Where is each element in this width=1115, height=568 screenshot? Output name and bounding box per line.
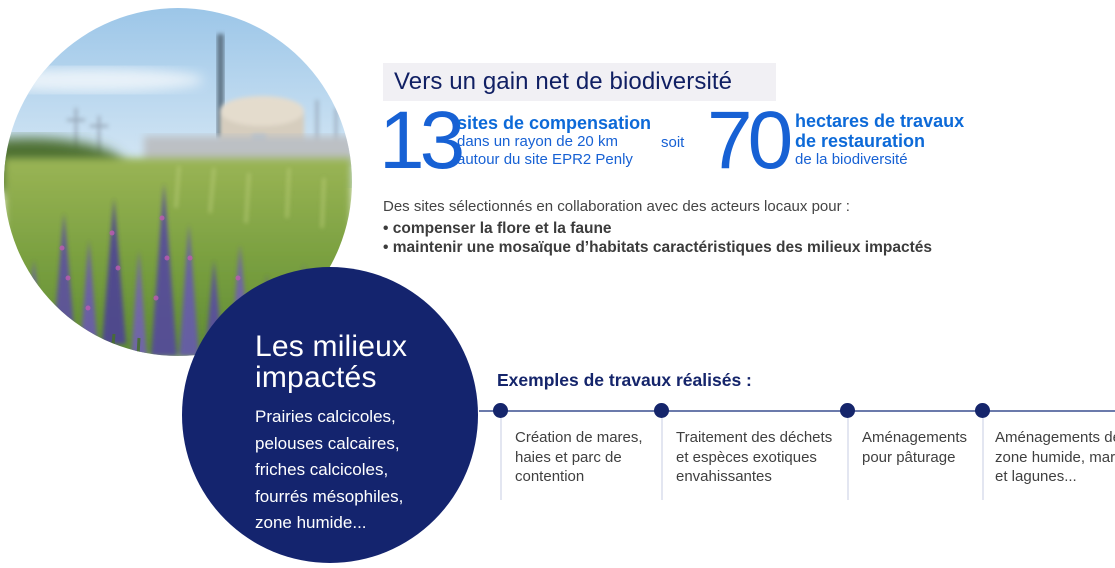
timeline-item-4: Aménagements de zone humide, mares et la… (995, 429, 1115, 485)
timeline-tick-3 (847, 418, 849, 500)
impacted-list: Prairies calcicoles, pelouses calcaires,… (255, 404, 478, 537)
impacted-item: Prairies calcicoles, (255, 407, 396, 426)
timeline-axis (479, 410, 1115, 412)
timeline-item-2: Traitement des déchets et espèces exotiq… (676, 429, 833, 485)
intro-bullet-list: compenser la flore et la faune maintenir… (383, 219, 1033, 257)
stat-connector: soit (661, 134, 685, 151)
stat-sites-sub1: dans un rayon de 20 km (457, 133, 618, 150)
stat-hectares-value: 70 (707, 95, 793, 186)
impacted-title: Les milieux impactés (255, 330, 408, 394)
timeline-dot-1 (493, 403, 508, 418)
timeline-dot-2 (654, 403, 669, 418)
timeline-tick-4 (982, 418, 984, 500)
timeline-tick-1 (500, 418, 502, 500)
stat-sites-sub2: autour du site EPR2 Penly (457, 150, 633, 168)
timeline-dot-3 (840, 403, 855, 418)
stat-sites-value: 13 (379, 95, 465, 186)
stat-hectares-label1: hectares de travaux (795, 111, 965, 131)
timeline-item-3: Aménagements pour pâturage (862, 429, 968, 466)
headline-bar: Vers un gain net de biodiversité (383, 63, 776, 101)
impacted-item: friches calcicoles, (255, 460, 389, 479)
intro-bullet-1: compenser la flore et la faune (383, 219, 1033, 238)
intro-lead: Des sites sélectionnés en collaboration … (383, 198, 850, 215)
stat-hectares-text: hectares de travaux de restauration de l… (795, 111, 964, 169)
impacted-item: fourrés mésophiles, (255, 486, 404, 506)
intro-bullet-2: maintenir une mosaïque d’habitats caract… (383, 238, 1033, 257)
impacted-item: zone humide... (255, 513, 367, 532)
timeline-tick-2 (661, 418, 663, 500)
impacted-item: pelouses calcaires, (255, 433, 400, 453)
timeline-item-1: Création de mares, haies et parc de cont… (515, 429, 643, 485)
timeline-dot-4 (975, 403, 990, 418)
stat-sites-text: sites de compensation dans un rayon de 2… (457, 113, 651, 168)
intro-paragraph: Des sites sélectionnés en collaboration … (383, 197, 1033, 257)
stat-hectares-sub: de la biodiversité (795, 151, 908, 168)
stat-sites-label: sites de compensation (457, 113, 652, 133)
timeline-heading: Exemples de travaux réalisés : (497, 370, 752, 390)
headline-text: Vers un gain net de biodiversité (394, 68, 733, 95)
stat-hectares-label2: de restauration (795, 131, 926, 151)
impacted-habitats-circle: Les milieux impactés Prairies calcicoles… (182, 267, 478, 563)
